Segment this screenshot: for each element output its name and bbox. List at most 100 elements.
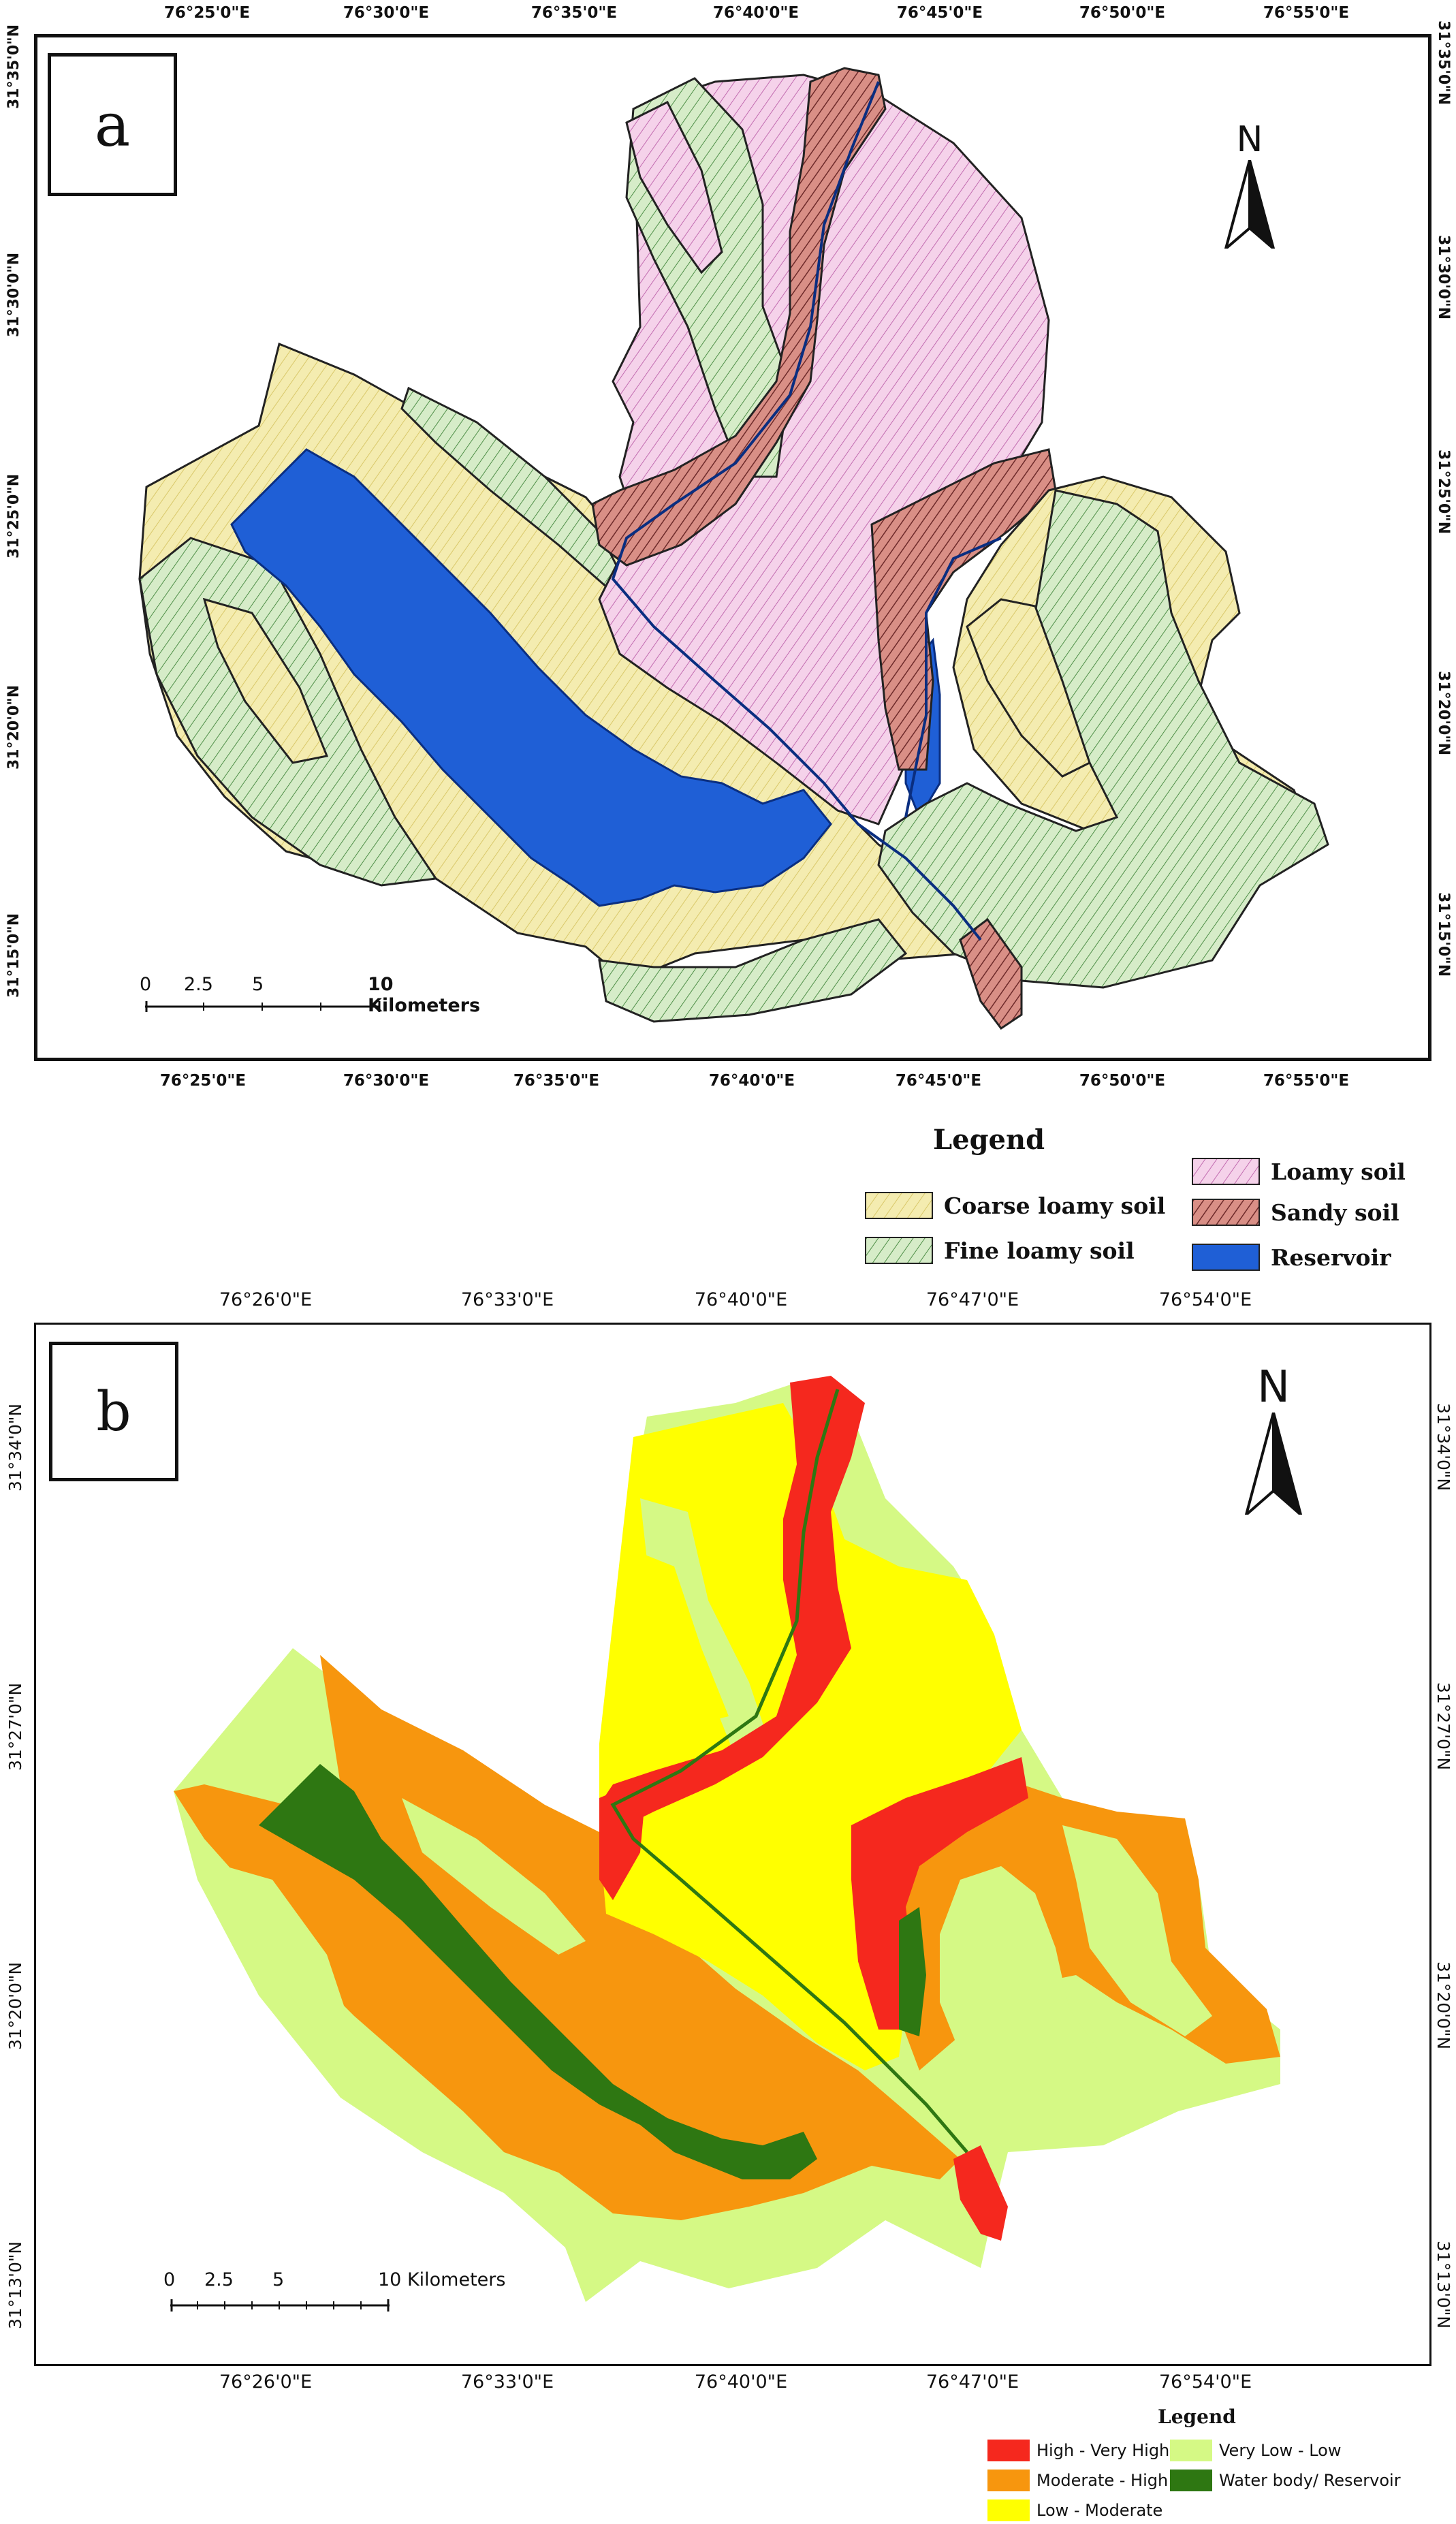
a-top-tick-2: 76°30'0"E <box>343 4 430 22</box>
legend-b-very-low-low: Very Low - Low <box>1170 2440 1341 2461</box>
swatch-coarse-loamy <box>865 1192 933 1219</box>
b-left-tick-2: 31°27'0"N <box>5 1682 25 1771</box>
scale-a-2-5: 2.5 <box>184 974 213 995</box>
very-low-east-strip <box>1062 1825 1212 2036</box>
a-bottom-tick-1: 76°25'0"E <box>159 1072 247 1090</box>
legend-a-fine-label: Fine loamy soil <box>944 1237 1135 1264</box>
very-low-island-w <box>225 1866 347 2030</box>
water-body-river <box>610 1389 968 2154</box>
panel-b-letter: b <box>96 1380 131 1443</box>
legend-b-water-body: Water body/ Reservoir <box>1170 2470 1401 2491</box>
legend-b-low-moderate: Low - Moderate <box>987 2499 1162 2521</box>
b-top-tick-1: 76°26'0"E <box>219 1289 313 1310</box>
panel-b-label: b <box>49 1342 178 1481</box>
legend-b-title: Legend <box>1158 2405 1236 2428</box>
legend-a-title: Legend <box>933 1124 1045 1156</box>
b-top-tick-3: 76°40'0"E <box>694 1289 788 1310</box>
low-moderate-center <box>599 1403 1022 2070</box>
a-top-tick-7: 76°55'0"E <box>1263 4 1350 22</box>
legend-a-sandy: Sandy soil <box>1192 1199 1399 1226</box>
a-left-tick-5: 31°15'0"N <box>5 913 22 998</box>
north-label-b: N <box>1257 1362 1290 1413</box>
swatch-sandy <box>1192 1199 1260 1226</box>
scale-b-2-5: 2.5 <box>204 2269 234 2290</box>
a-right-tick-5: 31°15'0"N <box>1435 892 1452 977</box>
moderate-high-west <box>174 1655 960 2220</box>
a-left-tick-2: 31°30'0"N <box>5 252 22 337</box>
legend-b-modhigh-label: Moderate - High <box>1036 2471 1169 2490</box>
scale-bar-a-graphic <box>145 1001 381 1012</box>
moderate-high-east <box>899 1784 1280 2070</box>
swatch-water-body <box>1170 2470 1212 2491</box>
swatch-reservoir <box>1192 1244 1260 1271</box>
b-right-tick-2: 31°27'0"N <box>1434 1682 1453 1771</box>
a-bottom-tick-3: 76°35'0"E <box>513 1072 600 1090</box>
a-right-tick-1: 31°35'0"N <box>1435 20 1452 106</box>
north-arrow-b-icon <box>1244 1412 1303 1519</box>
a-left-tick-3: 31°25'0"N <box>5 473 22 558</box>
north-label-a: N <box>1236 119 1263 160</box>
a-right-tick-4: 31°20'0"N <box>1435 671 1452 756</box>
very-low-low-base <box>174 1383 1280 2302</box>
b-bottom-tick-2: 76°33'0"E <box>460 2371 554 2393</box>
b-left-tick-1: 31°34'0"N <box>5 1403 25 1492</box>
very-low-strip-w <box>402 1798 586 1955</box>
panel-b-map-frame-bg <box>35 1324 1430 2365</box>
high-very-high-east <box>851 1757 1028 2030</box>
panel-a-letter: a <box>94 89 131 160</box>
b-top-tick-5: 76°54'0"E <box>1158 1289 1252 1310</box>
swatch-fine-loamy <box>865 1237 933 1264</box>
a-top-tick-6: 76°50'0"E <box>1079 4 1166 22</box>
a-bottom-tick-4: 76°40'0"E <box>708 1072 795 1090</box>
scale-b-0: 0 <box>163 2269 176 2290</box>
b-right-tick-1: 31°34'0"N <box>1434 1403 1453 1492</box>
swatch-loamy <box>1192 1158 1260 1185</box>
high-very-high-north <box>599 1376 865 1832</box>
a-bottom-tick-5: 76°45'0"E <box>895 1072 982 1090</box>
scale-bar-b-graphic <box>170 2299 390 2312</box>
legend-b-vlow-label: Very Low - Low <box>1219 2441 1342 2460</box>
legend-b-moderate-high: Moderate - High <box>987 2470 1168 2491</box>
legend-a-coarse-label: Coarse loamy soil <box>944 1192 1166 1219</box>
legend-b-high-very-high: High - Very High <box>987 2440 1169 2461</box>
a-right-tick-3: 31°25'0"N <box>1435 449 1452 535</box>
high-very-high-west-bend <box>599 1778 647 1900</box>
b-bottom-tick-4: 76°47'0"E <box>925 2371 1019 2393</box>
legend-a-loamy: Loamy soil <box>1192 1158 1406 1185</box>
b-bottom-tick-3: 76°40'0"E <box>694 2371 788 2393</box>
north-arrow-a: N <box>1219 119 1280 253</box>
a-top-tick-4: 76°40'0"E <box>712 4 800 22</box>
a-left-tick-1: 31°35'0"N <box>5 24 22 109</box>
b-top-tick-4: 76°47'0"E <box>925 1289 1019 1310</box>
north-arrow-icon <box>1223 159 1276 253</box>
a-bottom-tick-2: 76°30'0"E <box>343 1072 430 1090</box>
b-left-tick-3: 31°20'0"N <box>5 1961 25 2050</box>
legend-a-reservoir: Reservoir <box>1192 1244 1391 1271</box>
very-low-north-pocket <box>640 1498 770 1757</box>
a-left-tick-4: 31°20'0"N <box>5 684 22 770</box>
panel-a-label: a <box>48 53 177 196</box>
very-low-east-island <box>940 1866 1103 2084</box>
legend-b-water-label: Water body/ Reservoir <box>1219 2471 1401 2490</box>
water-body-main <box>259 1764 817 2179</box>
a-bottom-tick-7: 76°55'0"E <box>1263 1072 1350 1090</box>
a-top-tick-5: 76°45'0"E <box>896 4 983 22</box>
north-arrow-b: N <box>1239 1362 1308 1519</box>
b-left-tick-4: 31°13'0"N <box>5 2241 25 2329</box>
scale-a-0: 0 <box>140 974 152 995</box>
water-body-arm <box>899 1907 926 2036</box>
legend-a-fine-loamy: Fine loamy soil <box>865 1237 1135 1264</box>
b-bottom-tick-1: 76°26'0"E <box>219 2371 313 2393</box>
b-top-tick-2: 76°33'0"E <box>460 1289 554 1310</box>
swatch-high-very-high <box>987 2440 1030 2461</box>
legend-a-loamy-label: Loamy soil <box>1271 1158 1406 1185</box>
high-very-high-south <box>953 2145 1008 2241</box>
a-right-tick-2: 31°30'0"N <box>1435 235 1452 320</box>
b-right-tick-3: 31°20'0"N <box>1434 1961 1453 2050</box>
scale-a-5: 5 <box>252 974 264 995</box>
b-right-tick-4: 31°13'0"N <box>1434 2241 1453 2329</box>
low-moderate-north-inner <box>640 1553 729 1723</box>
a-top-tick-1: 76°25'0"E <box>163 4 251 22</box>
swatch-moderate-high <box>987 2470 1030 2491</box>
b-bottom-tick-5: 76°54'0"E <box>1158 2371 1252 2393</box>
